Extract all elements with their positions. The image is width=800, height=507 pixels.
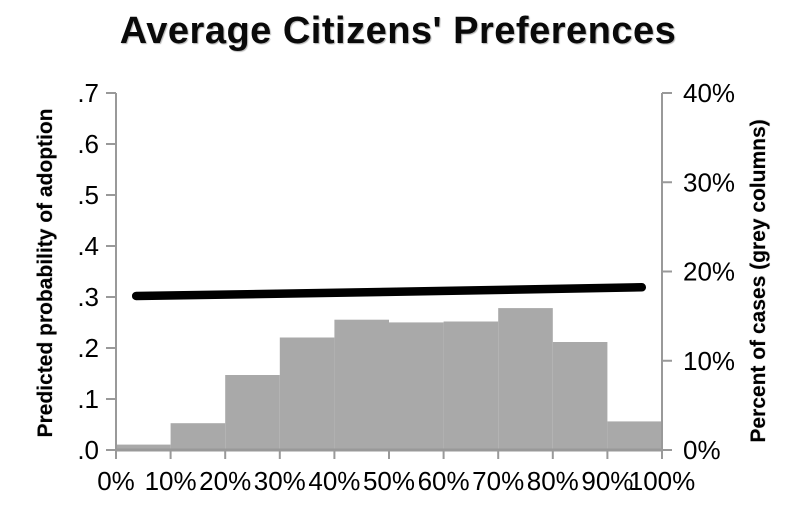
left-tick-label: .0 xyxy=(77,435,99,465)
x-tick-label: 90% xyxy=(581,466,633,496)
histogram-bar xyxy=(334,319,389,450)
histogram-bar xyxy=(552,342,608,450)
x-tick-label: 0% xyxy=(97,466,135,496)
right-tick-label: 20% xyxy=(683,257,735,287)
x-tick-label: 50% xyxy=(363,466,415,496)
right-tick-label: 10% xyxy=(683,346,735,376)
left-tick-label: .4 xyxy=(77,231,99,261)
histogram-bar xyxy=(443,321,499,450)
left-tick-label: .3 xyxy=(77,282,99,312)
histogram-bar xyxy=(279,337,335,450)
right-tick-label: 0% xyxy=(683,435,721,465)
trend-line-group xyxy=(131,283,647,301)
left-tick-label: .2 xyxy=(77,333,99,363)
histogram-bar xyxy=(116,444,171,450)
histogram-bar xyxy=(389,322,444,450)
x-tick-label: 80% xyxy=(527,466,579,496)
left-tick-label: .1 xyxy=(77,384,99,414)
right-tick-label: 30% xyxy=(683,167,735,197)
histogram-bar xyxy=(170,423,226,450)
histogram-bar xyxy=(607,421,662,450)
trend-line xyxy=(131,283,647,301)
x-tick-label: 100% xyxy=(629,466,696,496)
axis-tick-labels: .0.1.2.3.4.5.6.70%10%20%30%40%0% 10% 20% 30… xyxy=(77,78,735,496)
x-tick-label: 60% xyxy=(418,466,470,496)
x-tick-label: 20% xyxy=(199,466,251,496)
histogram-bars xyxy=(116,308,662,450)
x-tick-label: 30% xyxy=(254,466,306,496)
left-tick-label: .5 xyxy=(77,180,99,210)
axis-ticks xyxy=(106,92,672,459)
x-tick-label: 70% xyxy=(472,466,524,496)
histogram-bar xyxy=(225,375,280,450)
left-tick-label: .6 xyxy=(77,129,99,159)
left-tick-label: .7 xyxy=(77,78,99,108)
chart-title: Average Citizens' Preferences xyxy=(119,10,677,52)
right-tick-label: 40% xyxy=(683,78,735,108)
histogram-bar xyxy=(498,308,553,450)
x-tick-label: 10% xyxy=(145,466,197,496)
x-tick-label: 40% xyxy=(308,466,360,496)
